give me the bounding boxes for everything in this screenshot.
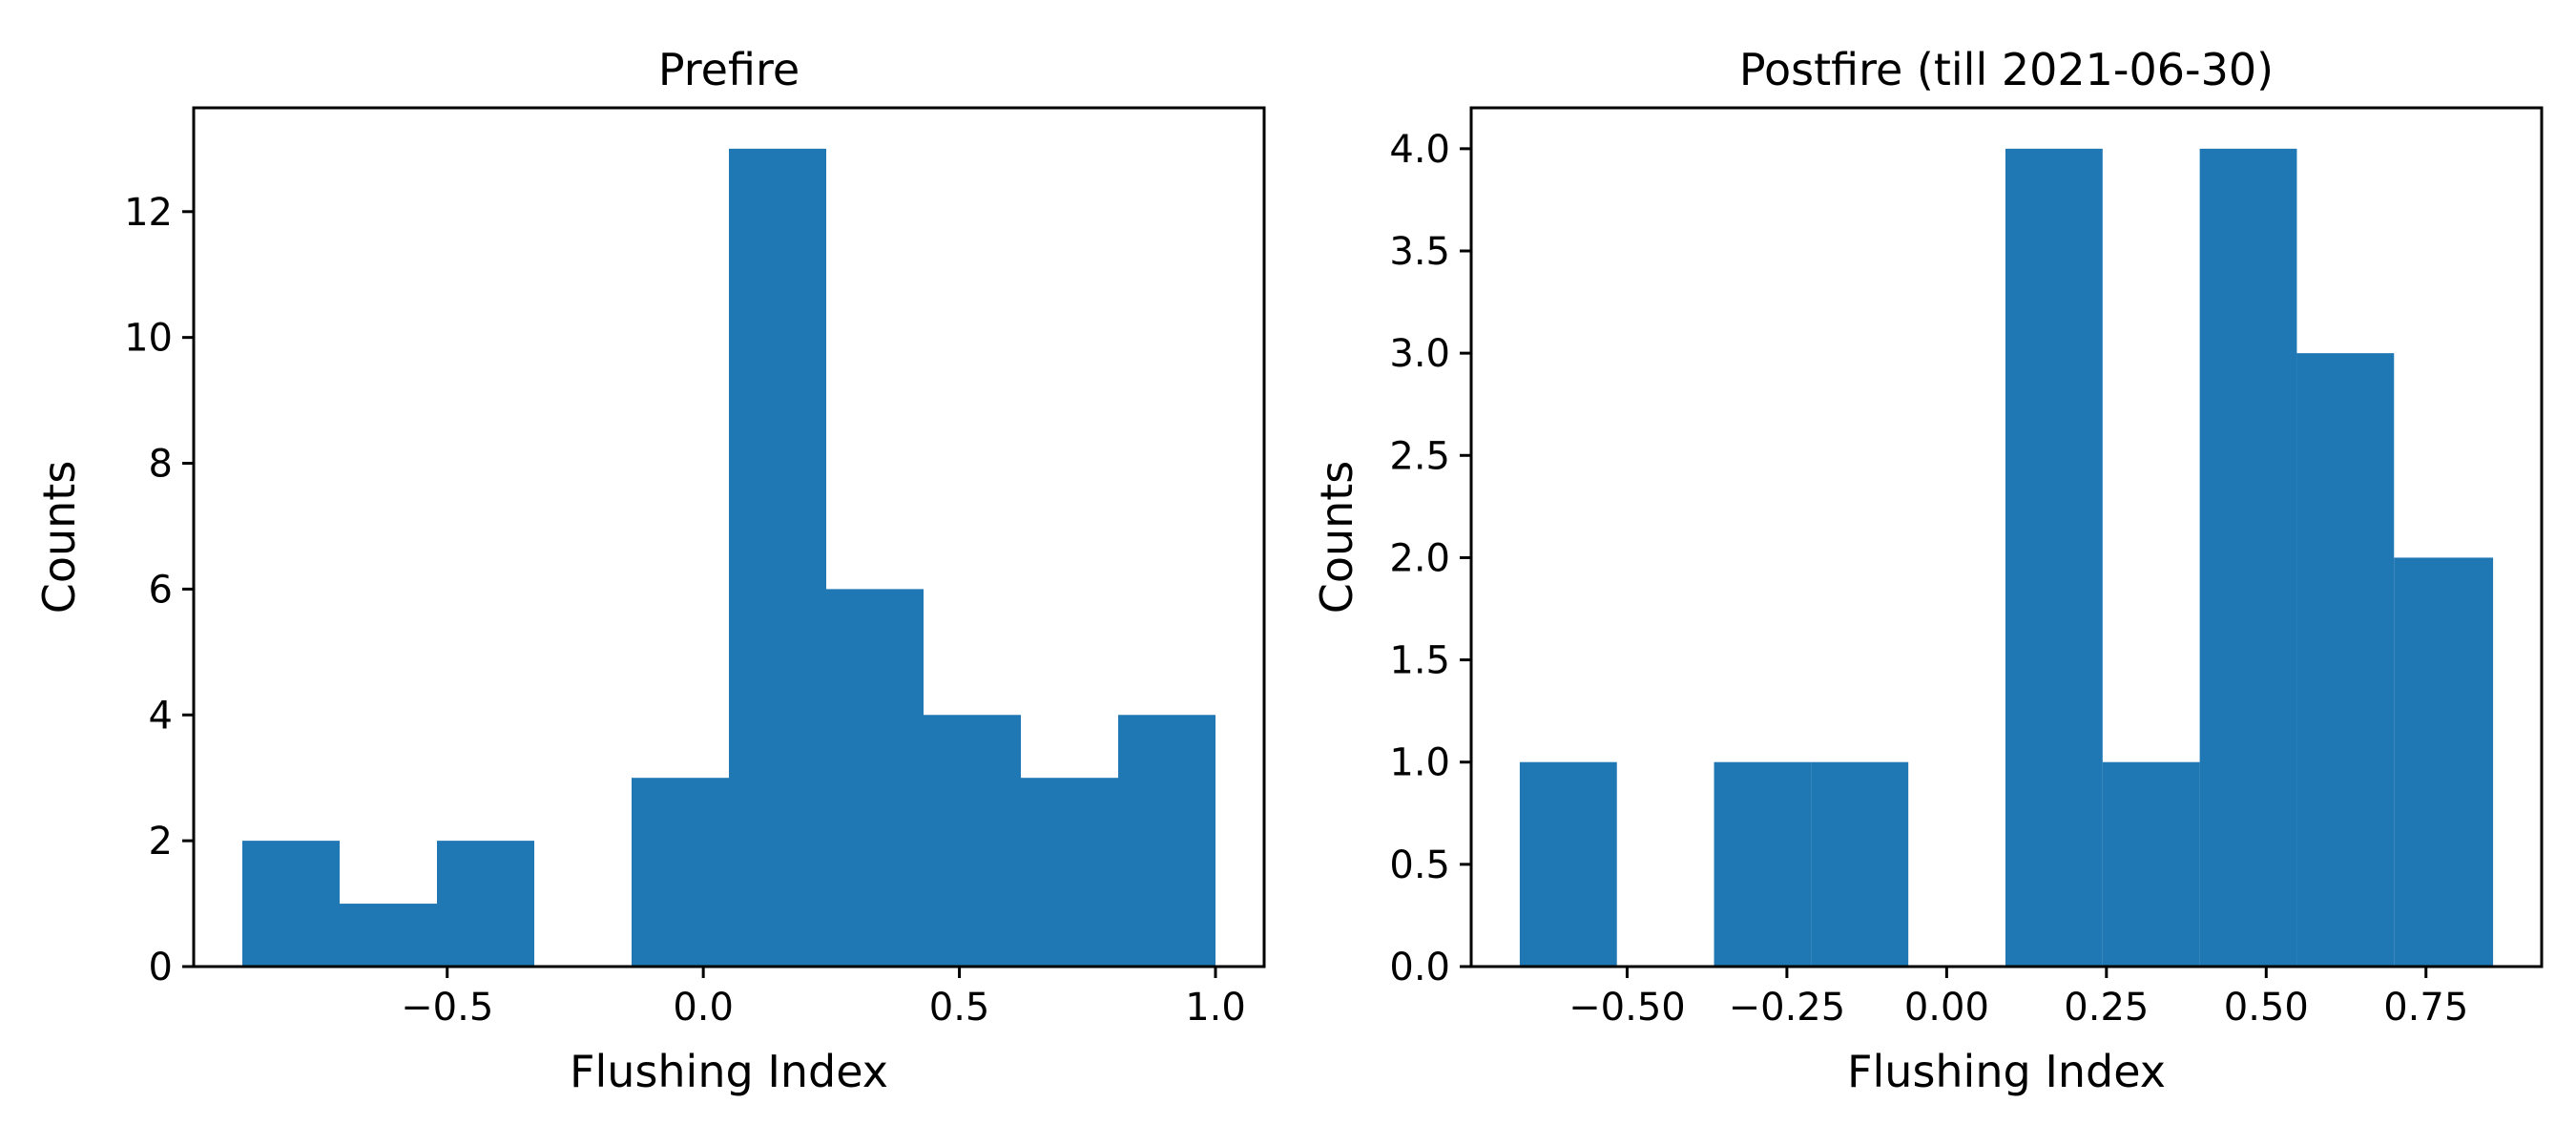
x-tick-label: 1.0	[1185, 986, 1246, 1030]
y-tick-label: 1.0	[1389, 741, 1450, 785]
histogram-bar	[1714, 761, 1812, 967]
histogram-bar	[242, 841, 340, 967]
y-tick-label: 1.5	[1389, 639, 1450, 683]
x-tick-label: 0.75	[2383, 986, 2468, 1030]
y-tick-label: 10	[124, 317, 173, 361]
histogram-bar	[1811, 761, 1909, 967]
histogram-bar	[2199, 148, 2297, 967]
postfire-histogram-panel: −0.50 −0.25 0.00 0.25 0.50 0.75 0.0 0.5 1.0 1.5 2.…	[1311, 44, 2544, 1097]
x-tick-label: 0.5	[929, 986, 990, 1030]
histogram-bar	[1118, 715, 1215, 967]
x-tick-label: 0.50	[2224, 986, 2309, 1030]
x-tick-label: −0.50	[1568, 986, 1686, 1030]
y-tick-label: 8	[149, 443, 173, 487]
y-tick-label: 6	[149, 568, 173, 612]
histogram-bar	[2296, 353, 2395, 968]
y-tick-label: 0	[149, 946, 173, 989]
histogram-bar	[2102, 761, 2200, 967]
y-tick-label: 0.0	[1389, 946, 1450, 989]
axes-frame	[1469, 106, 2544, 968]
y-axis-label: Counts	[33, 461, 85, 614]
chart-title: Prefire	[658, 44, 800, 95]
y-tick-label: 12	[124, 191, 173, 235]
histogram-bar	[632, 778, 729, 967]
histogram-bar	[1021, 778, 1118, 967]
y-tick-label: 4	[149, 694, 173, 738]
x-tick-label: 0.25	[2064, 986, 2149, 1030]
x-tick-label: 0.0	[673, 986, 734, 1030]
y-tick-label: 2.0	[1389, 536, 1450, 580]
x-axis-label: Flushing Index	[570, 1046, 888, 1097]
histogram-bar	[340, 904, 437, 967]
histogram-bar	[924, 715, 1021, 967]
axes-frame	[192, 106, 1266, 968]
x-tick-label: 0.00	[1904, 986, 1989, 1030]
y-tick-label: 3.5	[1389, 230, 1450, 274]
histogram-bar	[437, 841, 534, 967]
prefire-histogram-panel: −0.5 0.0 0.5 1.0 0 2 4 6 8 10 12 Prefire Flushing In…	[33, 44, 1266, 1097]
y-tick-label: 2.5	[1389, 434, 1450, 478]
histogram-bar	[2005, 148, 2103, 967]
y-tick-label: 0.5	[1389, 843, 1450, 887]
y-tick-label: 2	[149, 820, 173, 864]
histogram-bar	[826, 589, 924, 967]
histogram-bar	[1519, 761, 1617, 967]
y-tick-label: 4.0	[1389, 128, 1450, 172]
x-tick-label: −0.25	[1729, 986, 1846, 1030]
chart-title: Postfire (till 2021-06-30)	[1739, 44, 2274, 95]
y-axis-label: Counts	[1311, 461, 1362, 614]
y-tick-label: 3.0	[1389, 332, 1450, 376]
x-axis-label: Flushing Index	[1847, 1046, 2166, 1097]
histogram-bar	[729, 148, 826, 967]
histogram-bar	[2394, 557, 2494, 967]
x-tick-label: −0.5	[401, 986, 493, 1030]
